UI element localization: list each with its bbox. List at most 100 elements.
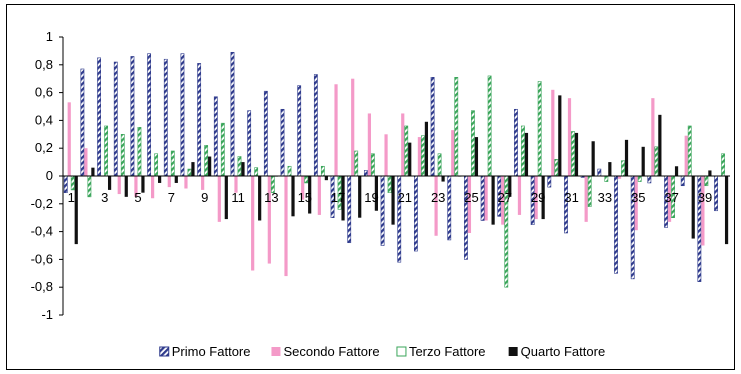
- bar: [280, 108, 285, 177]
- bar: [117, 176, 121, 195]
- bar: [537, 81, 542, 177]
- y-tick-label: -0,8: [31, 279, 53, 294]
- bar: [363, 170, 368, 177]
- bar: [334, 84, 338, 176]
- legend-item: Primo Fattore: [159, 344, 251, 359]
- bar: [551, 89, 555, 176]
- bar: [524, 132, 529, 176]
- bar: [414, 175, 418, 252]
- bar: [674, 166, 679, 176]
- bar: [421, 135, 425, 177]
- x-tick-label: 19: [364, 190, 378, 205]
- bar: [204, 145, 209, 177]
- bar: [187, 168, 192, 177]
- bar: [354, 150, 359, 177]
- legend-label: Quarto Fattore: [521, 344, 606, 359]
- bar: [437, 153, 442, 177]
- bar: [721, 153, 725, 177]
- x-tick-label: 7: [168, 190, 175, 205]
- bar: [591, 141, 595, 176]
- bar: [624, 139, 629, 176]
- bar: [134, 176, 138, 197]
- bar: [201, 176, 205, 190]
- bar: [637, 175, 642, 182]
- bar: [341, 176, 345, 221]
- legend-swatch: [159, 346, 170, 357]
- bar: [230, 51, 235, 177]
- series-1: [63, 51, 718, 282]
- bar: [91, 167, 95, 176]
- y-axis: 1 0,8 0,6 0,4 0,2 0 -0,2 -0,4 -0,6 -0,8 -1: [31, 29, 64, 322]
- x-tick-label: 29: [531, 190, 545, 205]
- bar: [430, 77, 435, 177]
- x-tick-label: 25: [464, 190, 478, 205]
- bar: [541, 176, 545, 220]
- bar: [284, 176, 288, 277]
- bars: [63, 51, 729, 288]
- bar: [151, 176, 155, 199]
- y-tick-label: 0,2: [35, 140, 53, 155]
- bar: [304, 175, 309, 184]
- bar: [434, 176, 438, 236]
- bar: [454, 77, 459, 177]
- bar: [724, 176, 729, 245]
- bar: [441, 176, 445, 182]
- bar: [87, 175, 92, 198]
- bar: [380, 175, 385, 246]
- bar: [320, 165, 325, 177]
- bar: [574, 132, 579, 176]
- bar: [604, 175, 609, 182]
- x-tick-label: 17: [331, 190, 345, 205]
- y-tick-label: 0,6: [35, 85, 53, 100]
- bar: [651, 98, 655, 176]
- x-tick-label: 31: [564, 190, 578, 205]
- bar: [517, 176, 522, 215]
- bar: [163, 58, 168, 177]
- bar: [167, 176, 171, 188]
- bar: [608, 162, 612, 176]
- bar: [124, 176, 128, 197]
- bar: [417, 137, 422, 176]
- bar: [74, 176, 78, 245]
- x-tick-label: 9: [201, 190, 208, 205]
- x-tick-label: 33: [598, 190, 612, 205]
- y-tick-label: -0,2: [31, 196, 53, 211]
- bar: [501, 176, 505, 225]
- x-axis: 1 3 5 7 9 11 13 15 17 19 21 23 25 27 29 31 33 35 37 39: [63, 175, 730, 205]
- bar: [184, 176, 188, 189]
- series-2: [67, 78, 722, 277]
- bar: [97, 57, 101, 177]
- legend-swatch: [508, 347, 518, 356]
- bar: [287, 165, 292, 177]
- x-tick-label: 1: [68, 190, 75, 205]
- y-tick-label: 0,8: [35, 57, 53, 72]
- x-tick-label: 3: [101, 190, 108, 205]
- bar: [217, 176, 221, 222]
- bar: [424, 121, 429, 176]
- bar: [658, 114, 662, 176]
- bar: [267, 176, 271, 264]
- y-tick-label: 0: [46, 168, 53, 183]
- bar: [197, 63, 202, 177]
- bar: [313, 74, 318, 177]
- bar: [484, 176, 488, 221]
- bar: [680, 175, 685, 187]
- bar: [621, 160, 625, 177]
- legend-item: Secondo Fattore: [271, 344, 380, 359]
- x-tick-label: 37: [664, 190, 678, 205]
- bar: [684, 135, 688, 176]
- bar: [70, 175, 75, 191]
- y-tick-label: -1: [41, 307, 53, 322]
- bar: [514, 108, 518, 177]
- bar: [558, 95, 562, 176]
- bar: [451, 130, 455, 176]
- bar: [347, 175, 352, 244]
- legend-item: Quarto Fattore: [508, 344, 606, 359]
- bar: [704, 175, 709, 187]
- bar: [508, 176, 512, 197]
- legend-label: Primo Fattore: [172, 344, 251, 359]
- bar: [154, 153, 159, 177]
- legend-item: Terzo Fattore: [396, 344, 486, 359]
- legend: Primo Fattore Secondo Fattore Terzo Fattor…: [159, 344, 606, 359]
- bar: [554, 159, 559, 177]
